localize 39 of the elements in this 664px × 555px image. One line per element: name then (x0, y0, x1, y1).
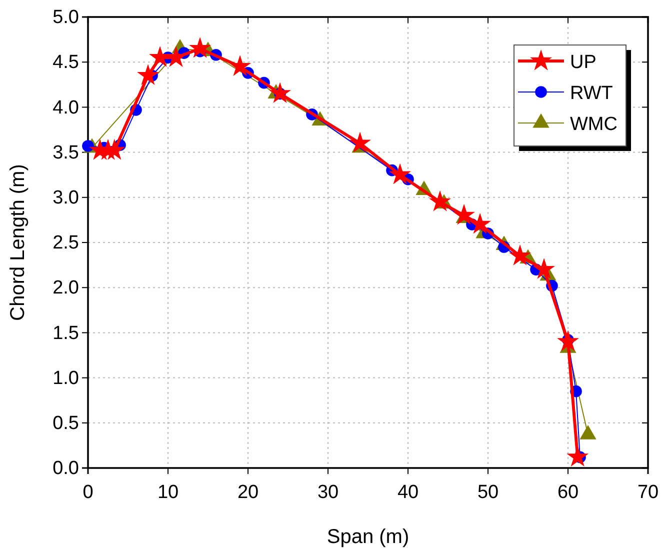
point (349, 132, 371, 153)
point (533, 258, 555, 279)
y-tick-label: 4.0 (52, 97, 79, 118)
point (453, 204, 475, 225)
x-tick-label: 50 (477, 482, 499, 503)
x-tick-label: 70 (637, 482, 659, 503)
legend-label: UP (570, 52, 596, 73)
y-tick-label: 2.0 (52, 278, 79, 299)
point (509, 244, 531, 266)
y-tick-label: 0.5 (52, 412, 79, 434)
y-tick-label: 0.0 (52, 458, 79, 480)
point (189, 37, 211, 58)
y-axis-title: Chord Length (m) (7, 164, 29, 321)
y-tick-label: 1.5 (52, 322, 79, 344)
legend-label: WMC (570, 114, 618, 135)
point (82, 140, 94, 152)
point (103, 138, 126, 160)
point (389, 163, 411, 184)
x-axis-title: Span (m) (326, 526, 410, 548)
y-tick-label: 4.5 (52, 52, 79, 74)
point (580, 425, 596, 440)
point (566, 446, 589, 467)
point (137, 64, 159, 85)
x-tick-label: 40 (397, 482, 419, 503)
y-tick-label: 3.5 (52, 142, 79, 164)
point (429, 190, 451, 212)
y-tick-label: 3.0 (52, 187, 79, 208)
y-tick-label: 5.0 (52, 7, 79, 28)
x-tick-label: 10 (157, 482, 179, 503)
y-tick-label: 2.5 (52, 232, 79, 254)
x-tick-label: 60 (557, 482, 579, 503)
point (469, 212, 491, 234)
y-tick-label: 1.0 (52, 368, 79, 389)
point (229, 55, 251, 76)
point (557, 330, 579, 352)
x-tick-label: 0 (82, 482, 94, 503)
x-tick-label: 20 (237, 482, 259, 503)
x-tick-label: 30 (317, 482, 339, 503)
legend-label: RWT (570, 83, 614, 104)
